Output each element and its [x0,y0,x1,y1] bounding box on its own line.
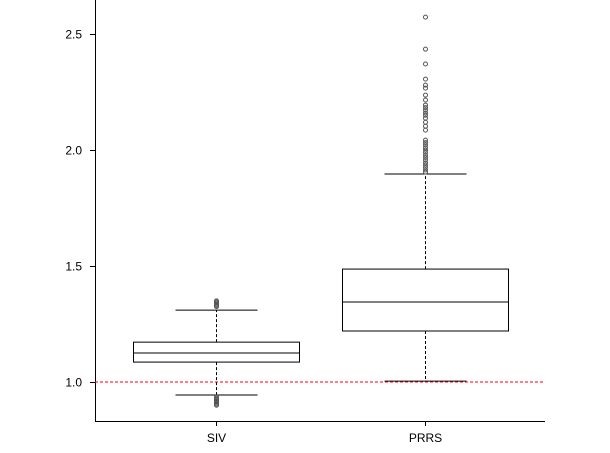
outlier-point [423,149,428,155]
outlier-point [423,140,428,146]
outlier-point [423,119,428,125]
box-prrs [342,14,509,382]
y-tick-label: 2.0 [65,144,82,158]
outlier-point [423,102,428,108]
outlier-point [423,127,428,133]
outlier-point [423,85,428,91]
outlier-point [423,137,428,143]
box-siv [133,298,300,408]
outlier-point [423,169,428,175]
x-tick-label: PRRS [409,431,442,445]
outlier-point [423,152,428,158]
outlier-point [423,147,428,153]
outlier-point [214,394,219,400]
outlier-point [423,162,428,168]
outlier-point [423,115,428,121]
outlier-point [423,112,428,118]
outlier-point [214,298,219,304]
outlier-point [423,97,428,103]
outlier-point [423,160,428,166]
y-tick-label: 2.5 [65,28,82,42]
outlier-point [423,142,428,148]
outlier-point [423,82,428,88]
outlier-point [423,14,428,20]
outlier-point [423,107,428,113]
outlier-point [423,167,428,173]
outlier-point [423,164,428,170]
y-tick-label: 1.0 [65,376,82,390]
outlier-point [423,92,428,98]
outlier-point [423,110,428,116]
iqr-box [342,268,509,332]
outlier-point [423,46,428,52]
outlier-point [423,157,428,163]
y-tick-label: 1.5 [65,260,82,274]
x-tick-label: SIV [207,431,226,445]
outlier-point [423,154,428,160]
iqr-box [133,341,300,363]
outlier-point [423,123,428,129]
outlier-point [423,105,428,111]
outlier-point [423,145,428,151]
outlier-point [423,61,428,67]
outlier-point [423,76,428,82]
